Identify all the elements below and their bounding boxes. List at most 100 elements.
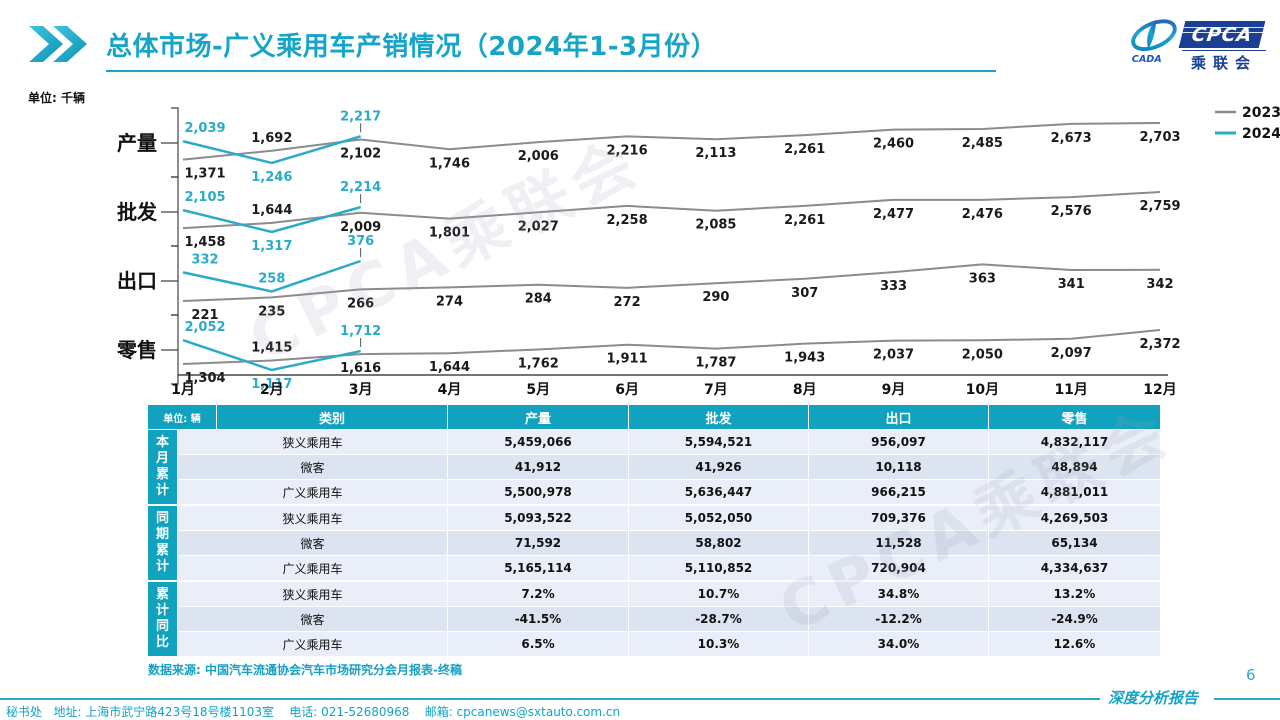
- table-cell: 720,904: [809, 556, 989, 580]
- table-row: 微客 41,912 41,926 10,118 48,894: [178, 455, 1161, 479]
- value-label-2024: 2,105: [184, 190, 225, 205]
- value-label-2023: 307: [791, 286, 818, 301]
- value-label-2023: 266: [347, 296, 374, 311]
- value-label-2023: 2,216: [607, 143, 648, 158]
- value-label-2023: 2,261: [784, 213, 825, 228]
- table-cell: 709,376: [809, 506, 989, 530]
- value-label-2023: 235: [258, 304, 285, 319]
- value-label-2023: 2,258: [607, 213, 648, 228]
- table-group: 同期累计狭义乘用车 5,093,522 5,052,050 709,376 4,269,…: [148, 506, 1161, 580]
- value-label-2023: 342: [1146, 277, 1173, 292]
- page-title: 总体市场-广义乘用车产销情况（2024年1-3月份）: [106, 26, 996, 72]
- group-label-char: 累: [155, 467, 169, 482]
- value-label-2023: 2,113: [695, 146, 736, 161]
- table-cell: -41.5%: [448, 607, 629, 631]
- cada-label: CADA: [1132, 54, 1162, 65]
- group-label-char: 累: [155, 587, 169, 602]
- value-label-2024: 332: [191, 252, 218, 267]
- table-cell: 65,134: [989, 531, 1161, 555]
- value-label-2023: 2,372: [1139, 337, 1180, 352]
- value-label-2023: 1,787: [695, 356, 736, 371]
- value-label-2023: 1,943: [784, 351, 825, 366]
- value-label-2023: 1,458: [184, 235, 225, 250]
- summary-table: 单位: 辆类别 产量 批发 出口 零售 本月累计狭义乘用车 5,459,066 5,594,…: [148, 405, 1161, 656]
- table-cell: 广义乘用车: [178, 480, 448, 504]
- table-cell: 4,832,117: [989, 430, 1161, 454]
- x-axis-month-label: 1月: [171, 382, 195, 398]
- value-label-2023: 2,027: [518, 219, 559, 234]
- value-label-2024: 376: [347, 234, 374, 249]
- value-label-2023: 2,460: [873, 137, 914, 152]
- value-label-2024: 1,246: [251, 170, 292, 185]
- table-group-label: 同期累计: [148, 506, 178, 580]
- data-source-note: 数据来源: 中国汽车流通协会汽车市场研究分会月报表-终稿: [148, 663, 462, 677]
- value-label-2023: 284: [525, 292, 552, 307]
- value-label-2023: 2,006: [518, 149, 559, 164]
- table-cell: 5,093,522: [448, 506, 629, 530]
- value-label-2024: 2,039: [184, 121, 225, 136]
- x-axis-month-label: 11月: [1054, 382, 1087, 398]
- value-label-2023: 333: [880, 279, 907, 294]
- table-cell: 41,926: [629, 455, 809, 479]
- row-axis-bracket: [171, 314, 179, 385]
- table-cell: 5,052,050: [629, 506, 809, 530]
- report-type-label: 深度分析报告: [1108, 689, 1199, 707]
- value-label-2023: 2,085: [695, 218, 736, 233]
- table-cell: 狭义乘用车: [178, 582, 448, 606]
- value-label-2024: 2,214: [340, 180, 381, 195]
- value-label-2023: 1,911: [607, 352, 648, 367]
- value-label-2023: 1,692: [251, 131, 292, 146]
- table-cell: 41,912: [448, 455, 629, 479]
- table-row: 微客 -41.5% -28.7% -12.2% -24.9%: [178, 607, 1161, 631]
- chart-row-label: 产量: [117, 131, 157, 155]
- value-label-2023: 2,261: [784, 142, 825, 157]
- x-axis-month-label: 9月: [882, 382, 906, 398]
- group-label-char: 累: [155, 543, 169, 558]
- x-axis-month-label: 3月: [349, 382, 373, 398]
- table-group: 累计同比狭义乘用车 7.2% 10.7% 34.8% 13.2% 微客 -41.5% -28.…: [148, 582, 1161, 656]
- secretariat-contact-line: 秘书处 地址: 上海市武宁路423号18号楼1103室 电话: 021-5268…: [6, 705, 621, 719]
- table-cell: 10,118: [809, 455, 989, 479]
- table-row: 广义乘用车 6.5% 10.3% 34.0% 12.6%: [178, 632, 1161, 656]
- cpca-logo: CADA CPCA 乘联会: [1126, 13, 1266, 72]
- table-row: 广义乘用车 5,500,978 5,636,447 966,215 4,881,011: [178, 480, 1161, 504]
- chart-unit-label: 单位: 千辆: [28, 91, 85, 105]
- group-label-char: 计: [155, 483, 169, 498]
- table-header-cell: 零售: [989, 405, 1161, 429]
- table-cell: 广义乘用车: [178, 556, 448, 580]
- table-cell: 58,802: [629, 531, 809, 555]
- table-cell: 6.5%: [448, 632, 629, 656]
- table-row: 狭义乘用车 5,459,066 5,594,521 956,097 4,832,117: [178, 430, 1161, 454]
- table-header-cell: 出口: [809, 405, 989, 429]
- table-row: 广义乘用车 5,165,114 5,110,852 720,904 4,334,637: [178, 556, 1161, 580]
- table-cell: 微客: [178, 531, 448, 555]
- table-group-rows: 狭义乘用车 7.2% 10.7% 34.8% 13.2% 微客 -41.5% -28.7% -1…: [178, 582, 1161, 656]
- value-label-2023: 274: [436, 294, 463, 309]
- table-cell: 34.0%: [809, 632, 989, 656]
- group-label-char: 本: [155, 435, 169, 450]
- table-cell: 5,459,066: [448, 430, 629, 454]
- table-cell: 5,636,447: [629, 480, 809, 504]
- table-header-cell: 产量: [448, 405, 629, 429]
- value-label-2023: 2,102: [340, 146, 381, 161]
- group-label-char: 同: [155, 511, 169, 526]
- value-label-2023: 1,762: [518, 356, 559, 371]
- table-body: 本月累计狭义乘用车 5,459,066 5,594,521 956,097 4,832,…: [148, 430, 1161, 656]
- cpca-sub-label: 乘联会: [1182, 50, 1266, 73]
- table-cell: -28.7%: [629, 607, 809, 631]
- footer-rule-left: [0, 698, 1100, 700]
- table-cell: 狭义乘用车: [178, 430, 448, 454]
- value-label-2023: 2,759: [1139, 199, 1180, 214]
- x-axis-month-label: 10月: [966, 382, 999, 398]
- x-axis-month-label: 6月: [615, 382, 639, 398]
- table-cell: 71,592: [448, 531, 629, 555]
- chart-row-label: 出口: [117, 269, 157, 293]
- value-label-2023: 1,304: [184, 371, 225, 386]
- table-cell: 5,500,978: [448, 480, 629, 504]
- cpca-label: CPCA: [1190, 23, 1254, 46]
- footer-rule-right: [1214, 698, 1280, 700]
- table-header-row: 单位: 辆类别 产量 批发 出口 零售: [148, 405, 1161, 429]
- group-label-char: 月: [155, 451, 169, 466]
- value-label-2023: 1,415: [251, 341, 292, 356]
